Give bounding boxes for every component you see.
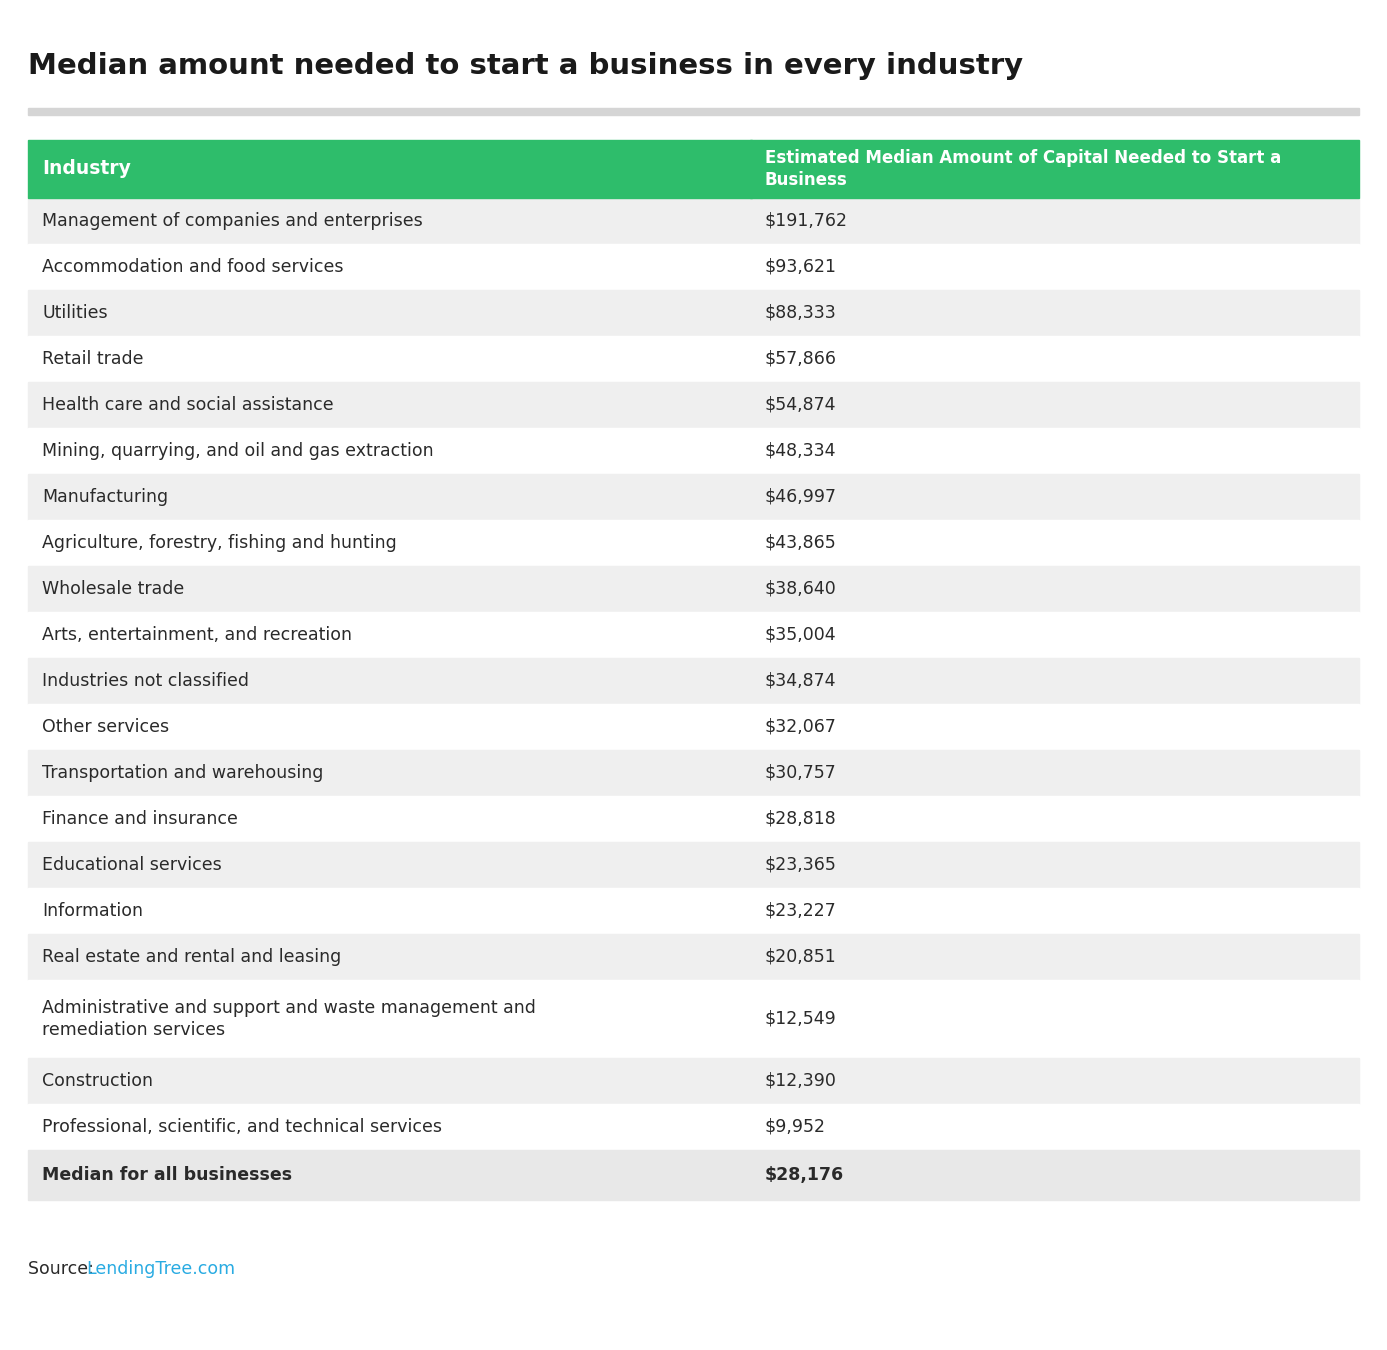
Bar xyxy=(28,703,1359,751)
Bar xyxy=(28,244,1359,290)
Text: $12,390: $12,390 xyxy=(764,1072,836,1089)
Bar xyxy=(28,108,1359,115)
Text: Finance and insurance: Finance and insurance xyxy=(42,810,239,828)
Bar xyxy=(28,751,1359,796)
Text: Mining, quarrying, and oil and gas extraction: Mining, quarrying, and oil and gas extra… xyxy=(42,441,434,460)
Text: $12,549: $12,549 xyxy=(764,1010,836,1027)
Text: $43,865: $43,865 xyxy=(764,535,836,552)
Text: Real estate and rental and leasing: Real estate and rental and leasing xyxy=(42,948,341,967)
Bar xyxy=(28,1058,1359,1104)
Text: $88,333: $88,333 xyxy=(764,304,836,323)
Text: Accommodation and food services: Accommodation and food services xyxy=(42,258,344,275)
Bar xyxy=(28,934,1359,980)
Text: $23,227: $23,227 xyxy=(764,902,836,919)
Bar xyxy=(750,140,752,198)
Text: $9,952: $9,952 xyxy=(764,1118,825,1135)
Text: $93,621: $93,621 xyxy=(764,258,836,275)
Text: $35,004: $35,004 xyxy=(764,626,836,644)
Text: $34,874: $34,874 xyxy=(764,672,836,690)
Text: Arts, entertainment, and recreation: Arts, entertainment, and recreation xyxy=(42,626,352,644)
Bar xyxy=(28,382,1359,428)
Bar xyxy=(28,140,1359,198)
Text: Median for all businesses: Median for all businesses xyxy=(42,1166,293,1184)
Text: Manufacturing: Manufacturing xyxy=(42,487,168,506)
Bar xyxy=(28,657,1359,703)
Text: Agriculture, forestry, fishing and hunting: Agriculture, forestry, fishing and hunti… xyxy=(42,535,397,552)
Bar xyxy=(28,612,1359,657)
Text: Estimated Median Amount of Capital Needed to Start a
Business: Estimated Median Amount of Capital Neede… xyxy=(764,148,1282,189)
Text: Source:: Source: xyxy=(28,1260,100,1278)
Text: $30,757: $30,757 xyxy=(764,764,836,782)
Bar xyxy=(28,980,1359,1058)
Text: LendingTree.com: LendingTree.com xyxy=(86,1260,236,1278)
Text: $46,997: $46,997 xyxy=(764,487,836,506)
Bar xyxy=(28,796,1359,842)
Bar xyxy=(28,474,1359,520)
Text: $48,334: $48,334 xyxy=(764,441,836,460)
Text: Industry: Industry xyxy=(42,159,130,178)
Text: Median amount needed to start a business in every industry: Median amount needed to start a business… xyxy=(28,53,1024,80)
Text: Industries not classified: Industries not classified xyxy=(42,672,250,690)
Text: Information: Information xyxy=(42,902,143,919)
Text: Educational services: Educational services xyxy=(42,856,222,873)
Text: $57,866: $57,866 xyxy=(764,350,836,369)
Bar xyxy=(28,520,1359,566)
Text: $54,874: $54,874 xyxy=(764,396,836,414)
Text: $28,818: $28,818 xyxy=(764,810,836,828)
Text: Retail trade: Retail trade xyxy=(42,350,143,369)
Text: Transportation and warehousing: Transportation and warehousing xyxy=(42,764,323,782)
Text: Management of companies and enterprises: Management of companies and enterprises xyxy=(42,212,423,230)
Text: $20,851: $20,851 xyxy=(764,948,836,967)
Bar xyxy=(28,842,1359,888)
Bar xyxy=(28,290,1359,336)
Text: $38,640: $38,640 xyxy=(764,580,836,598)
Text: $191,762: $191,762 xyxy=(764,212,847,230)
Bar xyxy=(28,566,1359,612)
Text: Professional, scientific, and technical services: Professional, scientific, and technical … xyxy=(42,1118,442,1135)
Text: $23,365: $23,365 xyxy=(764,856,836,873)
Bar xyxy=(28,198,1359,244)
Text: Administrative and support and waste management and
remediation services: Administrative and support and waste man… xyxy=(42,999,535,1040)
Text: Health care and social assistance: Health care and social assistance xyxy=(42,396,334,414)
Bar xyxy=(28,1104,1359,1150)
Text: Construction: Construction xyxy=(42,1072,153,1089)
Bar xyxy=(28,1150,1359,1200)
Text: $32,067: $32,067 xyxy=(764,718,836,736)
Bar xyxy=(28,428,1359,474)
Text: $28,176: $28,176 xyxy=(764,1166,843,1184)
Text: Utilities: Utilities xyxy=(42,304,108,323)
Text: Other services: Other services xyxy=(42,718,169,736)
Text: Wholesale trade: Wholesale trade xyxy=(42,580,184,598)
Bar xyxy=(28,888,1359,934)
Bar xyxy=(28,336,1359,382)
